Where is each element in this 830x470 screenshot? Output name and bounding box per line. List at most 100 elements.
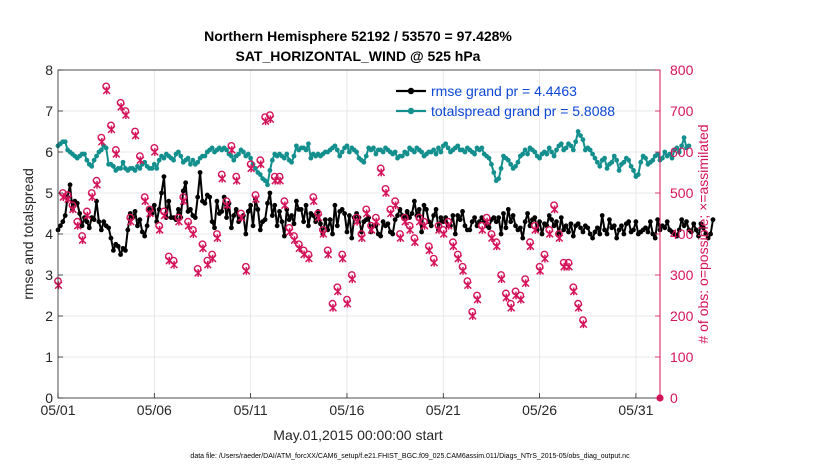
rmse-point bbox=[460, 209, 465, 214]
obs-assimilated-point bbox=[290, 236, 299, 245]
grid bbox=[57, 69, 660, 399]
obs-assimilated-point bbox=[536, 266, 545, 275]
y-axis-label: rmse and totalspread bbox=[20, 168, 36, 300]
rmse-point bbox=[532, 215, 538, 221]
obs-assimilated-point bbox=[439, 230, 448, 238]
totalspread-point bbox=[291, 153, 297, 159]
totalspread-point bbox=[132, 168, 138, 173]
rmse-point bbox=[561, 227, 567, 233]
rmse-point bbox=[243, 231, 249, 237]
rmse-point bbox=[115, 243, 121, 249]
totalspread-point bbox=[568, 143, 574, 149]
obs-assimilated-point bbox=[126, 217, 135, 226]
rmse-point bbox=[224, 215, 229, 221]
totalspread-point bbox=[281, 155, 287, 161]
totalspread-point bbox=[505, 157, 511, 163]
rmse-point bbox=[546, 213, 552, 218]
totalspread-point bbox=[337, 153, 343, 159]
legend: rmse grand pr = 4.4463 totalspread grand… bbox=[396, 83, 615, 119]
rmse-point bbox=[313, 219, 319, 225]
totalspread-point bbox=[431, 147, 437, 153]
rmse-point bbox=[501, 211, 506, 216]
rmse-point bbox=[108, 235, 114, 241]
obs-assimilated-point bbox=[338, 254, 347, 263]
totalspread-point bbox=[176, 149, 181, 155]
rmse-point bbox=[327, 217, 333, 223]
obs-assimilated-point bbox=[194, 269, 203, 277]
obs-assimilated-point bbox=[492, 242, 501, 251]
rmse-point bbox=[510, 213, 516, 218]
y2-tick-label: 200 bbox=[670, 308, 694, 324]
rmse-point bbox=[385, 221, 391, 227]
rmse-point bbox=[79, 223, 85, 229]
totalspread-point bbox=[248, 155, 254, 161]
totalspread-point bbox=[563, 145, 569, 151]
rmse-point bbox=[322, 217, 328, 223]
rmse-point bbox=[594, 225, 600, 231]
rmse-point bbox=[58, 223, 63, 229]
rmse-point bbox=[255, 207, 261, 212]
obs-assimilated-point bbox=[97, 137, 106, 146]
totalspread-point bbox=[520, 151, 526, 157]
rmse-point bbox=[409, 211, 415, 216]
totalspread-point bbox=[137, 166, 143, 171]
rmse-point bbox=[643, 225, 648, 231]
obs-assimilated-point bbox=[353, 217, 362, 226]
rmse-point bbox=[580, 229, 586, 235]
totalspread-point bbox=[462, 149, 468, 155]
totalspread-point bbox=[332, 143, 338, 149]
totalspread-point bbox=[554, 147, 559, 153]
totalspread-point bbox=[578, 133, 583, 139]
y-tick-label: 0 bbox=[45, 390, 53, 406]
rmse-point bbox=[77, 211, 83, 216]
rmse-point bbox=[277, 209, 282, 214]
rmse-point bbox=[212, 225, 217, 231]
obs-assimilated-point bbox=[93, 180, 101, 189]
obs-assimilated-point bbox=[256, 160, 265, 169]
rmse-point bbox=[650, 231, 656, 237]
rmse-point bbox=[380, 219, 386, 225]
obs-assimilated-point bbox=[555, 234, 564, 243]
rmse-point bbox=[655, 217, 660, 223]
obs-assimilated-point bbox=[203, 260, 212, 269]
rmse-point bbox=[91, 217, 97, 223]
rmse-point bbox=[137, 217, 143, 223]
rmse-point bbox=[513, 223, 518, 229]
rmse-point bbox=[549, 217, 555, 223]
y2-tick-label: 300 bbox=[670, 267, 694, 283]
bottom-axis: 05/01 05/06 05/11 05/16 05/21 05/26 05/31 bbox=[40, 393, 654, 418]
rmse-point bbox=[554, 219, 559, 225]
totalspread-point bbox=[667, 151, 673, 157]
totalspread-point bbox=[662, 149, 668, 155]
obs-assimilated-point bbox=[117, 102, 126, 111]
rmse-point bbox=[679, 217, 685, 223]
rmse-point bbox=[698, 221, 704, 227]
totalspread-point bbox=[580, 137, 586, 143]
rmse-point bbox=[450, 213, 456, 218]
rmse-point bbox=[575, 221, 581, 227]
obs-assimilated-point bbox=[333, 287, 342, 296]
obs-assimilated-point bbox=[406, 225, 414, 234]
rmse-point bbox=[207, 194, 213, 200]
obs-assimilated-point bbox=[425, 246, 434, 255]
y-tick-label: 2 bbox=[45, 308, 53, 324]
obs-assimilated-point bbox=[386, 209, 395, 218]
obs-assimilated-point bbox=[430, 258, 439, 267]
totalspread-point bbox=[594, 159, 600, 165]
obs-assimilated-point bbox=[319, 230, 328, 238]
rmse-point bbox=[192, 215, 198, 221]
obs-assimilated-point bbox=[232, 176, 241, 185]
rmse-point bbox=[520, 235, 526, 241]
totalspread-point bbox=[491, 170, 497, 175]
rmse-point bbox=[599, 213, 605, 218]
totalspread-point bbox=[110, 163, 116, 169]
rmse-point bbox=[209, 219, 215, 225]
rmse-point bbox=[197, 170, 203, 175]
obs-assimilated-point bbox=[309, 197, 318, 206]
y2-tick-label: 400 bbox=[670, 226, 694, 242]
y2-tick-label: 100 bbox=[670, 349, 694, 365]
totalspread-point bbox=[89, 163, 95, 169]
rmse-point bbox=[614, 235, 620, 241]
rmse-point bbox=[250, 223, 256, 229]
obs-assimilated-point bbox=[184, 221, 193, 230]
